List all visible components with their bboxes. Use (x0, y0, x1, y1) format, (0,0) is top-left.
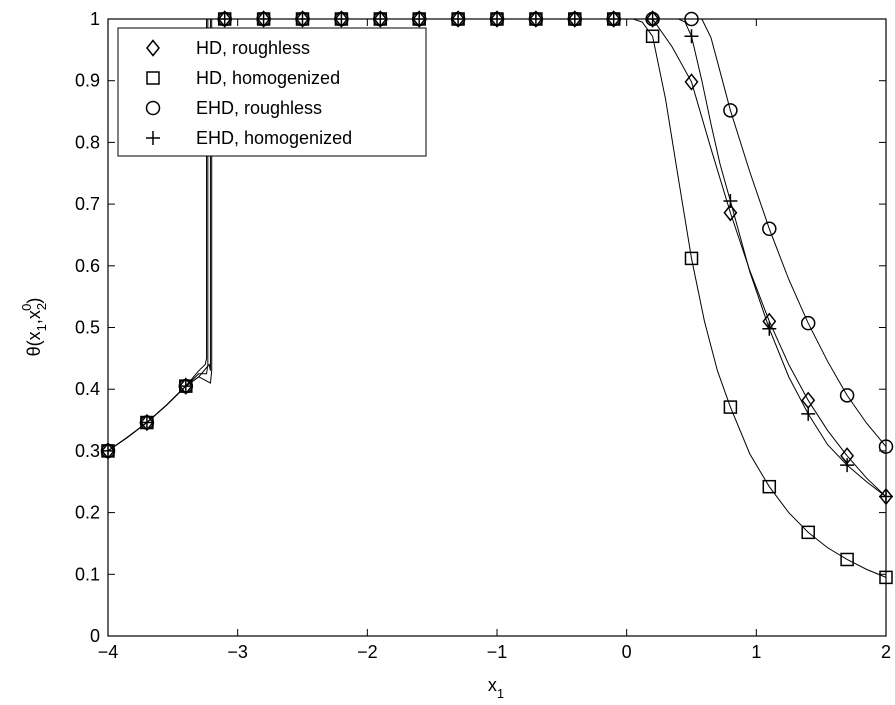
y-tick-label: 0.1 (75, 564, 100, 584)
y-axis-label-sub1: 1 (34, 324, 49, 331)
data-point-diamond (528, 10, 543, 28)
x-tick-label: 1 (751, 642, 761, 662)
y-axis-label-f: ) (24, 298, 44, 304)
data-point-circle (839, 388, 855, 403)
data-point-diamond (256, 10, 271, 28)
x-tick-label: −3 (227, 642, 248, 662)
data-point-diamond (178, 377, 193, 395)
x-tick-label: −4 (98, 642, 119, 662)
legend: HD, roughless HD, homogenized EHD, roughle… (117, 27, 427, 157)
data-point-plus (840, 458, 855, 473)
data-point-diamond (412, 10, 427, 28)
data-point-diamond (645, 10, 660, 28)
legend-box (117, 27, 427, 157)
legend-label: HD, homogenized (196, 68, 340, 88)
data-point-diamond (334, 10, 349, 28)
y-tick-label: 0.3 (75, 441, 100, 461)
data-point-circle (762, 221, 777, 237)
data-point-plus (139, 415, 154, 430)
data-point-plus (762, 321, 777, 336)
data-point-diamond (217, 10, 232, 28)
data-point-square (645, 29, 660, 44)
legend-marker-diamond (146, 39, 160, 57)
y-tick-label: 0.6 (75, 256, 100, 276)
data-point-diamond (295, 10, 310, 28)
y-tick-label: 0.7 (75, 194, 100, 214)
legend-label: HD, roughless (196, 38, 310, 58)
y-axis-label: θ(x1,x20) (19, 298, 49, 357)
y-tick-label: 0.2 (75, 503, 100, 523)
data-point-diamond (684, 73, 699, 91)
y-axis-label-sub2: 2 (34, 303, 49, 310)
y-axis-label-a: θ(x (24, 331, 44, 356)
legend-marker-plus (146, 131, 160, 145)
x-tick-label: 0 (622, 642, 632, 662)
y-tick-label: 1 (90, 9, 100, 29)
x-tick-label: −1 (487, 642, 508, 662)
data-point-plus (178, 379, 193, 394)
data-point-square (840, 552, 854, 567)
y-tick-label: 0.9 (75, 71, 100, 91)
data-point-square (762, 479, 777, 494)
data-point-plus (723, 194, 738, 209)
data-point-diamond (490, 10, 504, 28)
x-axis-label-main: x (488, 675, 497, 695)
data-point-diamond (451, 10, 466, 28)
legend-marker-circle (145, 100, 161, 116)
x-axis-label-subscript: 1 (497, 686, 504, 701)
legend-label: EHD, homogenized (196, 128, 352, 148)
data-point-square (684, 251, 699, 266)
y-axis-ticks: 0 0.1 0.2 0.3 0.4 0.5 0.6 0.7 0.8 0.9 1 (75, 9, 886, 646)
y-tick-label: 0.5 (75, 318, 100, 338)
data-point-circle (723, 103, 738, 118)
data-point-plus (801, 406, 816, 421)
legend-marker-square (146, 71, 160, 85)
data-point-diamond (567, 10, 582, 28)
y-axis-label-sup: 0 (19, 304, 34, 311)
data-point-circle (800, 315, 816, 331)
x-tick-label: 2 (881, 642, 891, 662)
data-point-diamond (723, 204, 738, 222)
y-tick-label: 0.8 (75, 132, 100, 152)
y-tick-label: 0.4 (75, 379, 100, 399)
legend-label: EHD, roughless (196, 98, 322, 118)
x-axis-label: x1 (488, 675, 504, 701)
x-axis-ticks: −4 −3 −2 −1 0 1 2 (98, 19, 891, 662)
data-point-diamond (606, 10, 621, 28)
data-point-plus (684, 29, 699, 44)
y-axis-label-c: ,x (24, 310, 44, 324)
data-point-diamond (139, 413, 154, 432)
data-point-square (723, 400, 738, 414)
data-point-diamond (373, 10, 388, 28)
data-point-square (801, 525, 815, 540)
x-tick-label: −2 (357, 642, 378, 662)
y-tick-label: 0 (90, 626, 100, 646)
